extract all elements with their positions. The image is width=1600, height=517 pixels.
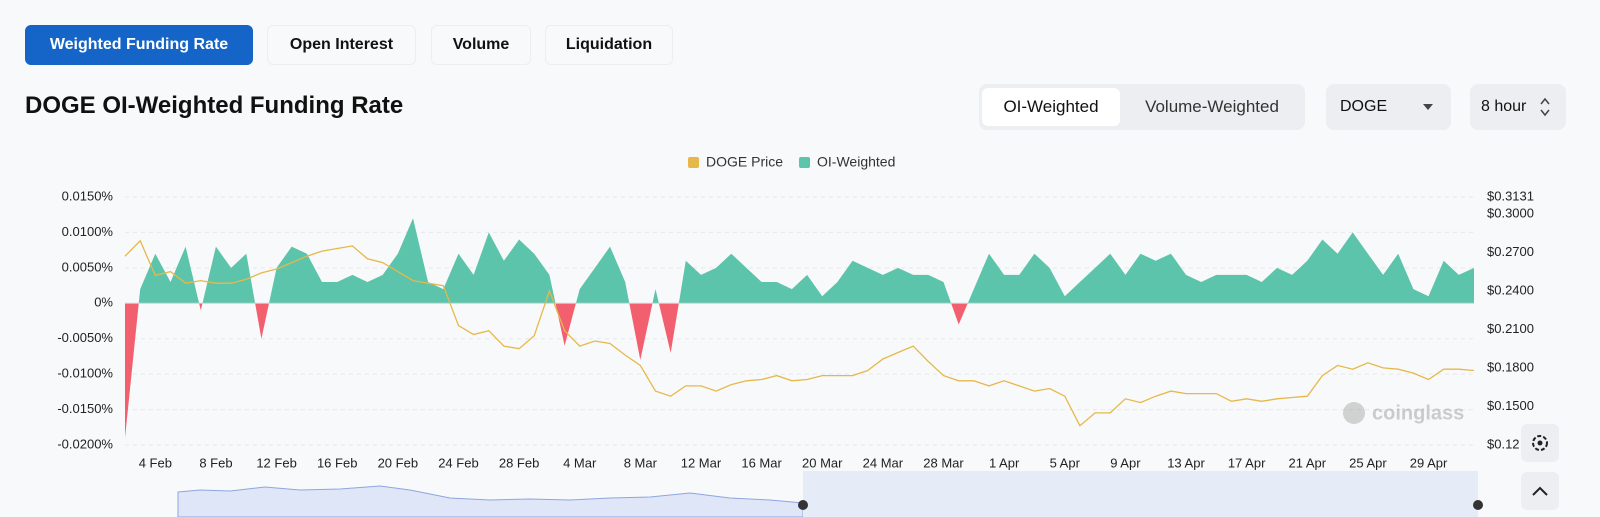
x-tick-label: 25 Apr <box>1349 455 1387 470</box>
x-tick-label: 9 Apr <box>1110 455 1141 470</box>
x-tick-label: 8 Feb <box>199 455 232 470</box>
price-line <box>124 239 1475 427</box>
y-tick-label: -0.0100% <box>57 366 113 381</box>
watermark-text: coinglass <box>1372 402 1464 424</box>
x-tick-label: 28 Mar <box>923 455 964 470</box>
x-tick-label: 1 Apr <box>989 455 1020 470</box>
interval-value: 8 hour <box>1481 98 1527 115</box>
y2-tick-label: $0.3000 <box>1487 205 1534 220</box>
x-tick-label: 16 Mar <box>741 455 782 470</box>
x-tick-label: 28 Feb <box>499 455 539 470</box>
y-tick-label: -0.0050% <box>57 330 113 345</box>
spinner-icon <box>1540 97 1550 117</box>
y2-tick-label: $0.12 <box>1487 436 1520 451</box>
x-tick-label: 12 Feb <box>256 455 296 470</box>
x-tick-label: 4 Mar <box>563 455 597 470</box>
y2-tick-label: $0.1500 <box>1487 398 1534 413</box>
navigator-preview <box>177 485 804 517</box>
y-tick-label: -0.0200% <box>57 436 113 451</box>
dropdown-icon <box>1423 104 1433 110</box>
symbol-value: DOGE <box>1340 98 1388 115</box>
funding-area-negative <box>125 303 1474 438</box>
y2-tick-label: $0.3131 <box>1487 188 1534 203</box>
x-tick-label: 20 Feb <box>378 455 418 470</box>
tab[interactable]: Weighted Funding Rate <box>25 25 253 65</box>
y2-tick-label: $0.2100 <box>1487 321 1534 336</box>
collapse-button[interactable] <box>1521 472 1559 510</box>
x-tick-label: 8 Mar <box>624 455 658 470</box>
y-tick-label: 0.0100% <box>62 224 114 239</box>
x-tick-label: 5 Apr <box>1050 455 1081 470</box>
x-tick-label: 21 Apr <box>1288 455 1326 470</box>
x-tick-label: 24 Mar <box>863 455 904 470</box>
y2-tick-label: $0.1800 <box>1487 359 1534 374</box>
funding-area-positive <box>138 218 1474 304</box>
x-tick-label: 4 Feb <box>139 455 172 470</box>
tab[interactable]: Liquidation <box>545 25 673 65</box>
navigator-handle[interactable] <box>798 500 808 510</box>
x-tick-label: 24 Feb <box>438 455 478 470</box>
toggle-option[interactable]: Volume-Weighted <box>1145 97 1279 116</box>
x-tick-label: 12 Mar <box>681 455 722 470</box>
x-tick-label: 29 Apr <box>1410 455 1448 470</box>
navigator-window[interactable] <box>803 471 1478 517</box>
tab[interactable]: Volume <box>431 25 531 65</box>
gear-icon <box>1532 435 1548 451</box>
toggle-option[interactable]: OI-Weighted <box>982 88 1120 126</box>
y-tick-label: 0% <box>94 295 113 310</box>
interval-select[interactable]: 8 hour <box>1470 84 1566 130</box>
legend-label: OI-Weighted <box>817 154 895 170</box>
y-tick-label: -0.0150% <box>57 401 113 416</box>
weighting-toggle: OI-Weighted Volume-Weighted <box>979 84 1305 130</box>
tab[interactable]: Open Interest <box>267 25 416 65</box>
x-tick-label: 20 Mar <box>802 455 843 470</box>
x-tick-label: 13 Apr <box>1167 455 1205 470</box>
symbol-select[interactable]: DOGE <box>1326 84 1451 130</box>
settings-button[interactable] <box>1521 424 1559 462</box>
y2-tick-label: $0.2700 <box>1487 244 1534 259</box>
y2-tick-label: $0.2400 <box>1487 282 1534 297</box>
navigator-handle[interactable] <box>1473 500 1483 510</box>
x-tick-label: 17 Apr <box>1228 455 1266 470</box>
page-title: DOGE OI-Weighted Funding Rate <box>25 92 404 119</box>
x-tick-label: 16 Feb <box>317 455 357 470</box>
legend-swatch <box>688 157 699 168</box>
watermark: coinglass <box>1343 402 1464 424</box>
chevron-icon <box>1532 486 1548 496</box>
y-tick-label: 0.0050% <box>62 259 114 274</box>
y-tick-label: 0.0150% <box>62 188 114 203</box>
legend-swatch <box>799 157 811 168</box>
legend-label: DOGE Price <box>706 154 783 170</box>
